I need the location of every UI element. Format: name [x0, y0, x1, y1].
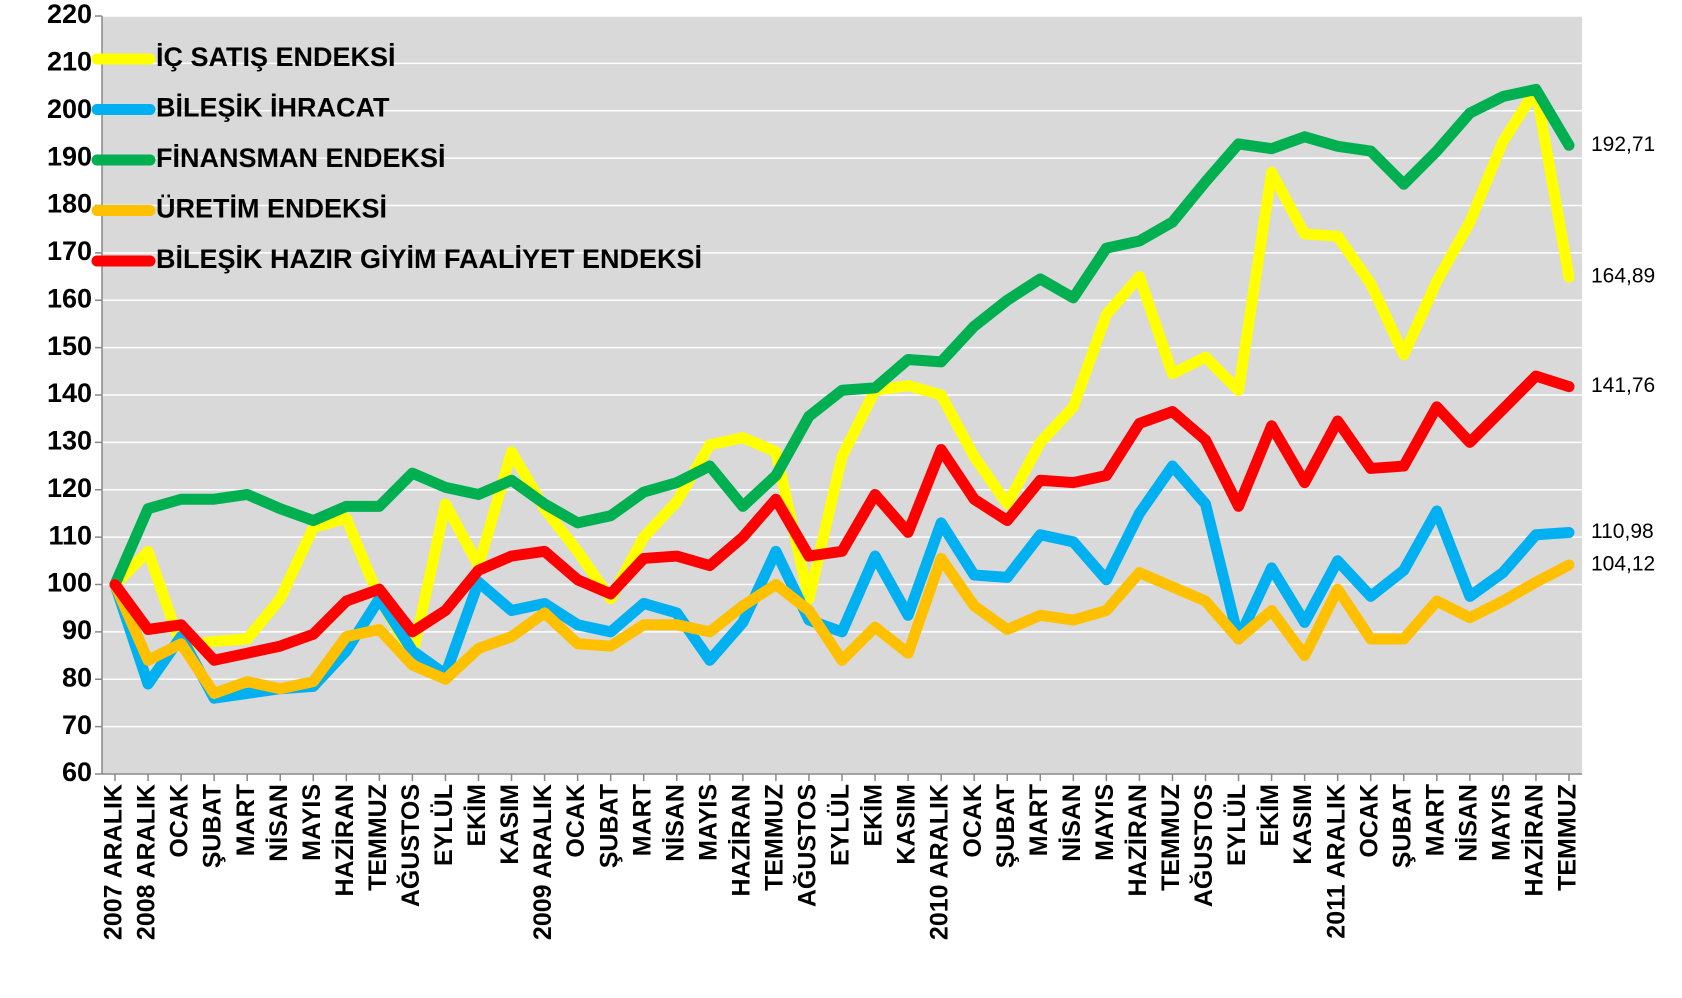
x-tick-label: MART — [628, 784, 656, 856]
x-tick-label: AĞUSTOS — [396, 784, 425, 907]
series-line — [109, 83, 1575, 662]
y-tick-label: 80 — [62, 662, 92, 692]
x-tick-label: ŞUBAT — [992, 784, 1020, 868]
x-tick-label: ŞUBAT — [595, 784, 623, 868]
y-tick-label: 170 — [47, 236, 92, 266]
x-tick-label: 2011 ARALIK — [1322, 784, 1350, 939]
y-tick-label: 100 — [47, 568, 92, 598]
series-line — [109, 370, 1575, 666]
end-label: 104,12 — [1591, 553, 1655, 576]
x-tick-label: 2008 ARALIK — [133, 784, 161, 940]
x-tick-label: NİSAN — [1058, 784, 1086, 862]
legend-label: BİLEŞİK İHRACAT — [156, 93, 390, 123]
y-tick-label: 150 — [47, 331, 92, 361]
x-tick-label: EYLÜL — [826, 784, 855, 866]
x-tick-label: EKİM — [463, 784, 491, 847]
legend-label: FİNANSMAN ENDEKSİ — [156, 143, 446, 173]
x-tick-label: EYLÜL — [1222, 784, 1251, 866]
x-tick-label: MAYIS — [298, 784, 326, 861]
x-tick-label: KASIM — [893, 784, 921, 865]
x-tick-label: NİSAN — [265, 784, 293, 862]
series-line — [109, 552, 1575, 699]
x-tick-label: ŞUBAT — [1388, 784, 1416, 868]
y-tick-label: 180 — [47, 189, 92, 219]
y-tick-label: 220 — [47, 0, 92, 29]
y-tick-label: 140 — [47, 378, 92, 408]
x-tick-label: KASIM — [1289, 784, 1317, 865]
x-tick-label: OCAK — [562, 784, 590, 858]
y-tick-label: 70 — [62, 710, 92, 740]
end-label: 110,98 — [1591, 520, 1654, 543]
x-tick-label: MAYIS — [1091, 784, 1119, 861]
x-tick-label: TEMMUZ — [364, 784, 392, 891]
x-tick-label: NİSAN — [661, 784, 689, 862]
y-tick-label: 210 — [47, 47, 92, 77]
x-tick-label: EKİM — [1256, 784, 1284, 847]
x-tick-label: HAZİRAN — [1521, 784, 1549, 897]
x-tick-label: EYLÜL — [429, 784, 458, 866]
x-tick-label: ŞUBAT — [199, 784, 227, 868]
x-tick-label: KASIM — [496, 784, 524, 865]
y-tick-label: 120 — [47, 473, 92, 503]
legend-label: İÇ SATIŞ ENDEKSİ — [156, 42, 396, 72]
x-tick-label: OCAK — [166, 784, 194, 858]
y-tick-label: 60 — [62, 757, 92, 787]
y-tick-label: 160 — [47, 283, 92, 313]
y-tick-label: 190 — [47, 141, 92, 171]
x-tick-label: AĞUSTOS — [1189, 784, 1218, 907]
end-label: 192,71 — [1591, 133, 1655, 156]
x-tick-label: TEMMUZ — [1157, 784, 1185, 891]
x-tick-label: MART — [1421, 784, 1449, 856]
x-tick-label: 2007 ARALIK — [100, 784, 128, 940]
x-tick-label: HAZİRAN — [727, 784, 755, 897]
x-tick-label: OCAK — [1355, 784, 1383, 858]
legend-label: ÜRETİM ENDEKSİ — [156, 194, 387, 224]
y-tick-label: 200 — [47, 94, 92, 124]
x-tick-label: MAYIS — [694, 784, 722, 861]
x-tick-label: NİSAN — [1454, 784, 1482, 862]
x-tick-label: MAYIS — [1488, 784, 1516, 861]
end-label: 141,76 — [1591, 374, 1655, 397]
x-tick-label: HAZİRAN — [1124, 784, 1152, 897]
x-tick-label: TEMMUZ — [761, 784, 789, 891]
y-tick-label: 130 — [47, 426, 92, 456]
x-tick-label: 2009 ARALIK — [529, 784, 557, 940]
x-tick-label: AĞUSTOS — [793, 784, 822, 907]
series-line — [109, 83, 1575, 590]
legend-label: BİLEŞİK HAZIR GİYİM FAALİYET ENDEKSİ — [156, 244, 702, 274]
y-tick-label: 90 — [62, 615, 92, 645]
end-label: 164,89 — [1591, 265, 1655, 288]
x-tick-label: 2010 ARALIK — [926, 784, 954, 940]
x-tick-label: EKİM — [860, 784, 888, 847]
x-tick-label: TEMMUZ — [1554, 784, 1582, 891]
x-tick-label: OCAK — [959, 784, 987, 858]
x-tick-label: MART — [1025, 784, 1053, 856]
x-tick-label: HAZİRAN — [331, 784, 359, 897]
x-tick-label: MART — [232, 784, 260, 856]
y-tick-label: 110 — [48, 520, 92, 550]
